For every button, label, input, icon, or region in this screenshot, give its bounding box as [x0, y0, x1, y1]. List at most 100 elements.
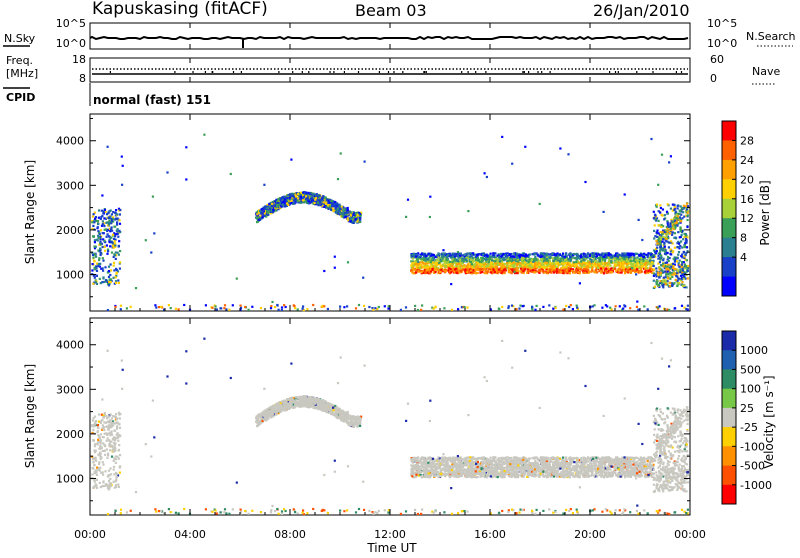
- power-cell: [626, 256, 629, 259]
- power-cell: [295, 198, 298, 202]
- power-cell: [472, 263, 475, 266]
- power-cell: [618, 265, 621, 268]
- power-cell: [564, 259, 567, 262]
- power-cell: [321, 305, 324, 308]
- power-cell: [531, 269, 534, 272]
- power-cell: [673, 236, 676, 239]
- power-cell: [667, 256, 670, 259]
- power-cell: [655, 267, 658, 270]
- power-cell: [323, 198, 326, 201]
- power-cell: [681, 253, 684, 256]
- power-cell: [244, 305, 247, 309]
- power-cell: [444, 265, 447, 268]
- power-cell: [678, 209, 681, 212]
- power-cell: [506, 265, 509, 268]
- power-cell: [305, 198, 309, 201]
- power-cell: [524, 145, 527, 148]
- power-cell: [662, 238, 665, 241]
- power-cell: [290, 199, 293, 202]
- power-cell: [516, 264, 519, 267]
- power-cell: [106, 309, 109, 312]
- power-cell: [448, 260, 451, 263]
- power-cell: [468, 255, 471, 258]
- power-cell: [259, 216, 262, 219]
- power-cell: [463, 306, 466, 309]
- power-cell: [669, 232, 672, 235]
- power-cell: [354, 219, 357, 222]
- power-cell: [542, 305, 545, 308]
- power-cell: [470, 272, 473, 275]
- power-cell: [93, 239, 96, 242]
- power-cell: [677, 231, 680, 234]
- power-cell: [272, 206, 275, 209]
- power-cell: [336, 210, 339, 213]
- power-cell: [416, 308, 419, 312]
- power-cell: [326, 307, 329, 311]
- power-cell: [676, 204, 679, 207]
- power-cell: [481, 271, 484, 274]
- power-cell: [624, 260, 627, 263]
- power-cell: [625, 266, 628, 269]
- power-cell: [566, 262, 569, 265]
- power-cell: [93, 241, 96, 244]
- noise-panel: N.Sky 10^5 10^0 10^5 10^0 N.Search: [3, 17, 796, 50]
- power-cell: [104, 210, 107, 213]
- power-cell: [99, 243, 102, 246]
- velocity-cell: [102, 473, 105, 476]
- power-cell: [97, 263, 101, 266]
- power-cell: [333, 255, 336, 258]
- power-cell: [640, 253, 643, 256]
- power-cell: [612, 254, 615, 257]
- power-cell: [534, 253, 537, 256]
- power-cell: [301, 307, 304, 310]
- nsearch-label: N.Search: [746, 30, 796, 43]
- power-cell: [664, 283, 667, 286]
- power-cell: [524, 253, 527, 256]
- power-cell: [109, 269, 113, 272]
- power-cell: [515, 262, 518, 265]
- power-cell: [115, 269, 118, 272]
- power-cell: [107, 275, 111, 278]
- power-cell: [568, 305, 571, 309]
- power-cell: [540, 252, 543, 255]
- power-cell: [591, 267, 594, 270]
- power-cell: [92, 256, 95, 259]
- power-cell: [323, 205, 326, 208]
- power-cell: [472, 253, 475, 256]
- power-cell: [643, 252, 646, 255]
- power-cell: [456, 251, 459, 254]
- power-cell: [608, 253, 612, 256]
- power-cell: [573, 263, 577, 266]
- velocity-cell: [99, 433, 103, 436]
- power-cell: [447, 263, 450, 266]
- power-cell: [669, 207, 672, 210]
- power-cell: [110, 251, 114, 254]
- power-cell: [669, 222, 672, 225]
- power-cell: [466, 264, 469, 267]
- freq-panel: Freq. [MHz] 18 8 60 0 Nave: [6, 53, 780, 85]
- power-cell: [91, 215, 94, 218]
- power-cell: [649, 270, 652, 273]
- power-cell: [541, 269, 544, 272]
- power-cell: [591, 253, 595, 256]
- power-cell: [310, 201, 314, 204]
- power-cell: [420, 253, 423, 256]
- power-cell: [411, 260, 414, 263]
- power-cell: [416, 254, 419, 257]
- power-cell: [455, 271, 458, 274]
- power-cell: [99, 229, 103, 232]
- power-cell: [669, 225, 672, 228]
- power-cell: [463, 264, 466, 267]
- power-cell: [623, 256, 627, 259]
- power-cell: [683, 232, 686, 235]
- power-cell: [559, 258, 562, 261]
- power-cell: [662, 265, 665, 268]
- power-cell: [283, 304, 286, 307]
- power-cell: [102, 259, 105, 262]
- power-cell: [351, 213, 354, 216]
- power-cell: [334, 206, 338, 209]
- power-cell: [622, 255, 625, 258]
- power-cell: [102, 269, 105, 272]
- power-cell: [537, 255, 540, 258]
- power-cell: [355, 215, 358, 218]
